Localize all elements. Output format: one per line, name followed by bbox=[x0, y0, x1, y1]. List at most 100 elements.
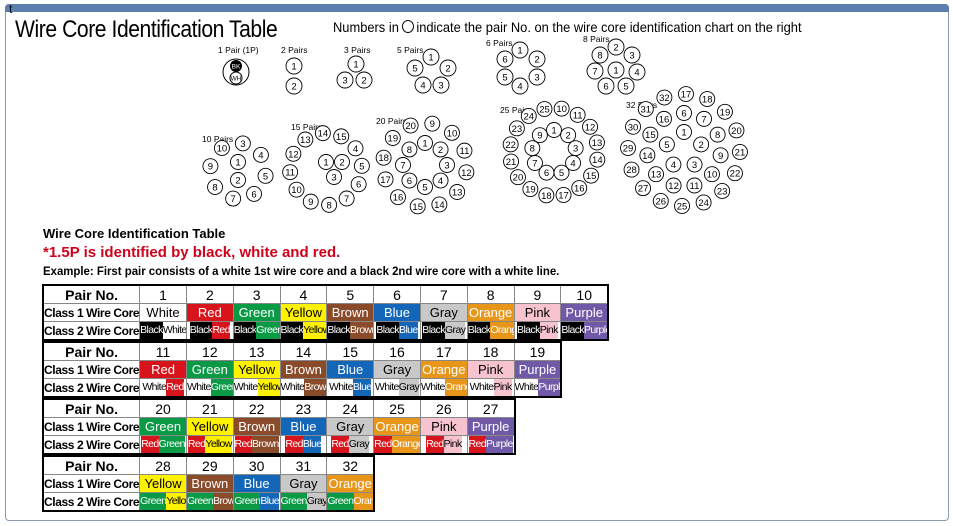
core-base-color: Black bbox=[561, 322, 585, 339]
svg-text:31: 31 bbox=[641, 105, 652, 116]
pair-number-cell: 17 bbox=[419, 342, 468, 361]
pair-circle: 31 bbox=[637, 101, 654, 117]
pair-circle: 7 bbox=[395, 157, 411, 173]
note-before: Numbers in bbox=[333, 19, 399, 35]
pair-circle: 27 bbox=[635, 180, 651, 197]
pair-circle: 10 bbox=[213, 140, 230, 157]
core-line-color: Brown bbox=[304, 379, 326, 396]
class1-color-cell: Red bbox=[139, 360, 187, 379]
pair-circle: 8 bbox=[401, 141, 418, 158]
svg-text:10: 10 bbox=[447, 128, 458, 139]
class2-color-cell: BlackPurple bbox=[560, 321, 609, 340]
core-base-color: Green bbox=[187, 493, 214, 510]
pair-circle: 1 bbox=[230, 154, 246, 170]
core-line-color: Orange bbox=[444, 379, 467, 396]
pair-circle: 23 bbox=[714, 183, 731, 199]
diagram-note: Numbers in indicate the pair No. on the w… bbox=[333, 19, 802, 35]
diagram-label: 1 Pair (1P) bbox=[218, 45, 259, 55]
table-heading: Wire Core Identification Table bbox=[43, 226, 226, 241]
svg-text:WH: WH bbox=[231, 76, 242, 83]
class1-color-cell: Yellow bbox=[279, 303, 328, 322]
table-block: Pair No. 1 2 3 4 5 6 7 8 9 10 Class 1 Wire Core Whit… bbox=[41, 284, 610, 341]
class1-color-cell: Yellow bbox=[139, 474, 187, 493]
pair-circle: 5 bbox=[496, 68, 514, 86]
svg-text:2: 2 bbox=[698, 140, 703, 151]
svg-text:8: 8 bbox=[715, 130, 720, 141]
class1-color-cell: White bbox=[139, 303, 187, 322]
svg-text:21: 21 bbox=[735, 147, 746, 158]
core-line-color: Brown bbox=[251, 436, 279, 453]
core-line-color: Green bbox=[158, 436, 185, 453]
core-base-color: White bbox=[142, 379, 167, 396]
svg-text:2: 2 bbox=[235, 176, 240, 187]
svg-text:9: 9 bbox=[308, 197, 313, 208]
svg-text:14: 14 bbox=[434, 200, 445, 211]
table-row: Pair No. 20 21 22 23 24 25 26 27 bbox=[42, 399, 515, 418]
one-pair-diagram: BK WH bbox=[222, 58, 250, 86]
pair-circle: 7 bbox=[225, 190, 242, 207]
svg-text:2: 2 bbox=[438, 145, 443, 156]
pair-circle: 4 bbox=[432, 172, 449, 189]
class1-color-cell: Purple bbox=[560, 303, 609, 322]
class2-color-cell: WhitePink bbox=[466, 378, 515, 397]
svg-text:25: 25 bbox=[539, 105, 550, 116]
pair-circle: 2 bbox=[355, 71, 373, 89]
svg-text:3: 3 bbox=[342, 76, 347, 87]
core-line-color: Red bbox=[166, 379, 184, 396]
svg-text:20: 20 bbox=[405, 121, 416, 132]
svg-text:1: 1 bbox=[681, 128, 686, 139]
pair-circle: 10 bbox=[288, 181, 305, 198]
pair-circle: 2 bbox=[285, 77, 303, 95]
svg-text:16: 16 bbox=[393, 193, 404, 204]
svg-text:1: 1 bbox=[323, 158, 328, 169]
circle-icon bbox=[401, 20, 414, 33]
svg-text:4: 4 bbox=[420, 81, 425, 92]
core-base-color: Black bbox=[140, 322, 163, 339]
pair-circle: 3 bbox=[528, 68, 546, 86]
pair-circle: 14 bbox=[431, 196, 448, 213]
pair-circle: 15 bbox=[409, 198, 426, 215]
core-line-color: Gray bbox=[306, 493, 326, 510]
class1-color-cell: Orange bbox=[373, 417, 421, 436]
class1-color-cell: Brown bbox=[185, 474, 234, 493]
svg-text:28: 28 bbox=[626, 165, 637, 176]
pair-number-cell: 20 bbox=[139, 399, 187, 418]
core-line-color: Blue bbox=[352, 379, 372, 396]
pair-row-label: Pair No. bbox=[42, 342, 141, 361]
core-line-color: Yellow bbox=[303, 322, 326, 339]
table-row: Class 1 Wire Core Yellow Brown Blue Gray Oran… bbox=[42, 474, 375, 493]
core-line-color: Gray bbox=[348, 436, 370, 453]
core-base-color: White bbox=[515, 379, 539, 396]
diagram-label: 25 Pairs bbox=[500, 105, 531, 115]
pair-circle: 9 bbox=[202, 158, 219, 175]
svg-text:3: 3 bbox=[629, 51, 634, 62]
class1-color-cell: Red bbox=[185, 303, 234, 322]
core-base-color: Green bbox=[281, 493, 307, 510]
svg-text:15: 15 bbox=[645, 130, 656, 141]
svg-text:16: 16 bbox=[659, 114, 670, 125]
class2-color-cell: BlackWhite bbox=[139, 321, 187, 340]
svg-text:2: 2 bbox=[291, 82, 296, 93]
class2-color-cell: WhiteOrange bbox=[419, 378, 468, 397]
core-base-color: Black bbox=[422, 322, 446, 339]
pair-circle: 17 bbox=[377, 171, 394, 188]
svg-text:4: 4 bbox=[517, 82, 522, 93]
class2-color-cell: BlackGreen bbox=[232, 321, 281, 340]
class2-color-cell: BlackBrown bbox=[326, 321, 375, 340]
svg-text:7: 7 bbox=[230, 194, 235, 205]
svg-text:5: 5 bbox=[559, 168, 564, 179]
core-base-color: Green bbox=[234, 493, 261, 510]
pair-circle: 6 bbox=[597, 77, 615, 95]
table-row: Class 2 Wire CoreWhiteRedWhiteGreenWhite… bbox=[42, 378, 562, 397]
pair-number-cell: 15 bbox=[326, 342, 375, 361]
svg-text:3: 3 bbox=[534, 73, 539, 84]
svg-text:7: 7 bbox=[532, 159, 537, 170]
svg-text:11: 11 bbox=[689, 181, 699, 192]
pair-circle: 11 bbox=[456, 142, 473, 159]
svg-text:2: 2 bbox=[339, 158, 344, 169]
svg-text:26: 26 bbox=[655, 196, 666, 207]
svg-text:3: 3 bbox=[573, 144, 578, 155]
svg-text:22: 22 bbox=[505, 140, 516, 151]
pair-number-cell: 4 bbox=[279, 285, 328, 304]
pair-circle: 8 bbox=[321, 196, 338, 213]
